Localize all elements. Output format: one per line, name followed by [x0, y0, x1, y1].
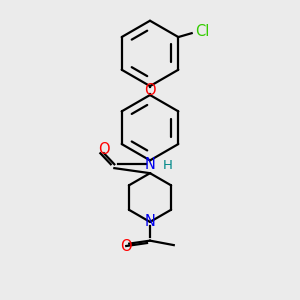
Text: H: H [163, 159, 172, 172]
Text: O: O [120, 239, 132, 254]
Text: Cl: Cl [195, 24, 209, 39]
Text: O: O [98, 142, 110, 157]
Text: O: O [144, 83, 156, 98]
Text: N: N [145, 214, 155, 230]
Text: N: N [145, 157, 155, 172]
